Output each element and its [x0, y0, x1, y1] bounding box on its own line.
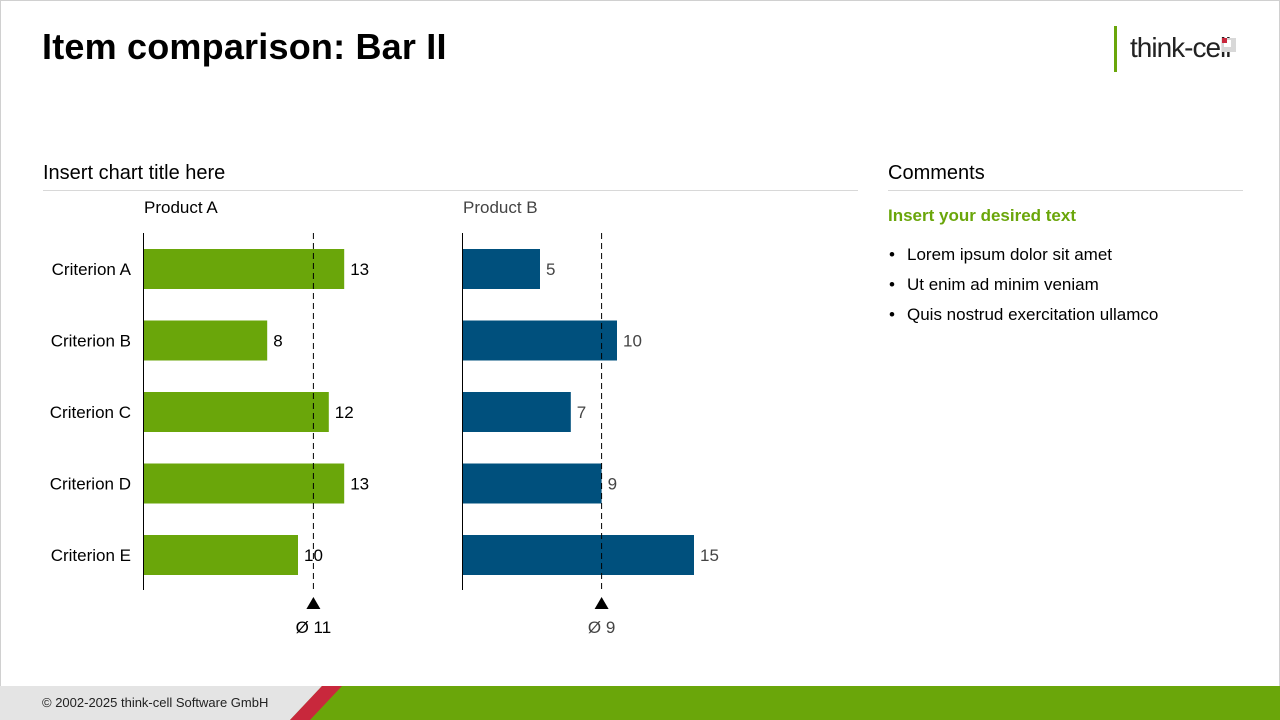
bar-value-label: 5: [546, 260, 555, 279]
comments-heading: Comments: [888, 162, 985, 184]
bar-value-label: 12: [335, 403, 354, 422]
footer-gray-shape: [0, 686, 322, 720]
bullet-item: Ut enim ad minim veniam: [888, 274, 1158, 304]
bullet-item: Quis nostrud exercitation ullamco: [888, 304, 1158, 334]
average-label: Ø 9: [588, 618, 615, 637]
bar-value-label: 10: [623, 332, 642, 351]
footer-band: [0, 686, 1280, 720]
bar: [463, 463, 602, 504]
logo-text: think-cell: [1130, 32, 1231, 63]
bar-value-label: 13: [350, 260, 369, 279]
bar: [144, 392, 329, 432]
logo-divider: [1114, 26, 1117, 72]
category-label: Criterion B: [51, 332, 131, 351]
bar: [463, 249, 540, 289]
bar-value-label: 9: [608, 475, 617, 494]
bar: [463, 392, 571, 432]
series-label: Product A: [144, 198, 218, 217]
bar: [144, 249, 345, 289]
bar-value-label: 8: [273, 332, 282, 351]
bar-value-label: 15: [700, 546, 719, 565]
think-cell-logo: think-cell: [1114, 26, 1249, 74]
comments-subheading: Insert your desired text: [888, 206, 1077, 225]
chart-title: Insert chart title here: [43, 162, 226, 184]
category-label: Criterion C: [50, 403, 131, 422]
bullet-item: Lorem ipsum dolor sit amet: [888, 244, 1158, 274]
category-label: Criterion E: [51, 546, 131, 565]
bar-value-label: 7: [577, 403, 586, 422]
comments-rule: [888, 190, 1243, 191]
bar: [144, 320, 268, 361]
bar-chart-area: Criterion A Criterion B Criterion C Criteri…: [50, 198, 719, 637]
slide-title: Item comparison: Bar II: [42, 26, 447, 67]
bar-value-label: 13: [350, 475, 369, 494]
bar: [144, 535, 298, 575]
footer-red-wedge: [290, 686, 342, 720]
bar: [463, 535, 694, 575]
average-marker-icon: [306, 597, 321, 609]
average-label: Ø 11: [296, 618, 332, 637]
logo-mark-icon: [1222, 38, 1236, 52]
bar: [144, 463, 345, 504]
comments-bullet-list: Lorem ipsum dolor sit amet Ut enim ad mi…: [888, 244, 1158, 334]
series-label: Product B: [463, 198, 538, 217]
footer-copyright: © 2002-2025 think-cell Software GmbH: [42, 695, 269, 710]
chart-title-rule: [43, 190, 858, 191]
bar: [463, 320, 617, 361]
category-label: Criterion A: [52, 260, 132, 279]
average-marker-icon: [594, 597, 609, 609]
category-label: Criterion D: [50, 475, 131, 494]
